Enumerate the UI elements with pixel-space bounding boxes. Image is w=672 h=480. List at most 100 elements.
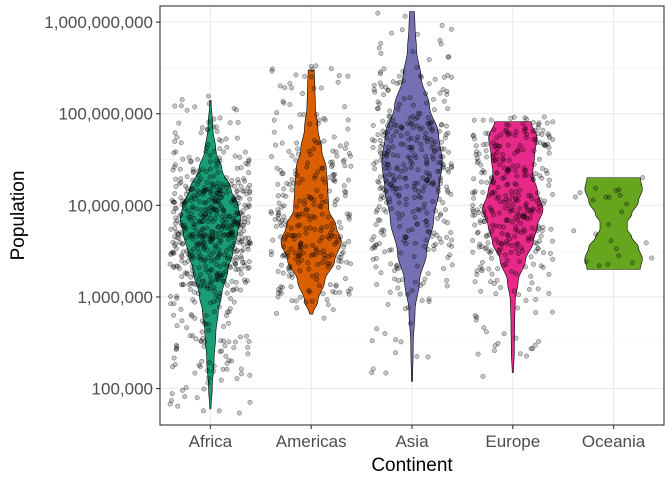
data-point xyxy=(502,205,508,211)
data-point xyxy=(322,252,328,258)
data-point xyxy=(448,230,454,236)
data-point xyxy=(508,249,514,255)
data-point xyxy=(423,237,429,243)
data-point xyxy=(219,226,225,232)
data-point xyxy=(195,234,201,240)
data-point xyxy=(470,207,476,213)
data-point xyxy=(325,302,331,308)
data-point xyxy=(414,138,420,144)
data-point xyxy=(283,193,289,199)
data-point xyxy=(419,147,425,153)
data-point xyxy=(301,112,307,118)
data-point xyxy=(593,231,599,237)
data-point xyxy=(403,202,409,207)
data-point xyxy=(329,221,335,227)
data-point xyxy=(205,219,211,224)
data-point xyxy=(187,214,193,220)
data-point xyxy=(274,165,280,171)
data-point xyxy=(246,170,252,176)
data-point xyxy=(489,228,495,234)
data-point xyxy=(496,250,502,256)
data-point xyxy=(233,266,239,272)
data-point xyxy=(186,154,192,160)
data-point xyxy=(412,195,417,201)
data-point xyxy=(331,172,337,178)
data-point xyxy=(231,345,237,351)
data-point xyxy=(338,234,344,240)
data-point xyxy=(393,337,399,343)
data-point xyxy=(437,212,443,218)
data-point xyxy=(398,133,404,139)
jitter-points xyxy=(167,10,655,416)
data-point xyxy=(306,266,312,272)
data-point xyxy=(344,141,349,147)
data-point xyxy=(208,233,213,239)
data-point xyxy=(325,214,331,220)
data-point xyxy=(528,193,534,198)
data-point xyxy=(309,67,315,72)
data-point xyxy=(533,310,539,316)
data-point xyxy=(397,291,403,297)
data-point xyxy=(515,147,521,153)
data-point xyxy=(216,224,221,229)
data-point xyxy=(302,198,308,204)
data-point xyxy=(491,127,497,133)
y-tick-label: 100,000,000 xyxy=(58,105,153,124)
data-point xyxy=(517,143,523,148)
data-point xyxy=(435,189,441,195)
data-point xyxy=(390,173,396,178)
data-point xyxy=(532,342,538,348)
data-point xyxy=(501,199,507,205)
data-point xyxy=(471,176,477,182)
data-point xyxy=(478,288,484,294)
data-point xyxy=(224,282,230,288)
data-point xyxy=(534,198,539,204)
data-point xyxy=(224,255,230,261)
data-point xyxy=(378,40,384,46)
data-point xyxy=(179,258,185,264)
data-point xyxy=(494,277,500,283)
data-point xyxy=(378,143,384,149)
data-point xyxy=(501,224,506,230)
data-point xyxy=(396,101,402,107)
data-point xyxy=(172,234,178,240)
data-point xyxy=(372,138,377,144)
data-point xyxy=(185,258,191,264)
data-point xyxy=(270,237,276,243)
data-point xyxy=(224,189,230,195)
data-point xyxy=(424,100,430,106)
data-point xyxy=(440,162,446,168)
data-point xyxy=(525,237,531,243)
data-point xyxy=(490,190,495,195)
data-point xyxy=(521,173,527,179)
data-point xyxy=(312,137,317,143)
data-point xyxy=(529,225,535,231)
data-point xyxy=(550,192,556,197)
data-point xyxy=(317,117,323,123)
data-point xyxy=(381,92,386,98)
data-point xyxy=(438,175,444,181)
data-point xyxy=(176,235,182,241)
data-point xyxy=(475,351,481,357)
data-point xyxy=(297,198,302,204)
data-point xyxy=(289,85,295,91)
data-point xyxy=(220,366,226,372)
data-point xyxy=(429,128,435,134)
data-point xyxy=(174,245,179,251)
data-point xyxy=(381,173,387,179)
data-point xyxy=(226,320,231,326)
data-point xyxy=(643,240,649,246)
data-point xyxy=(209,258,214,264)
data-point xyxy=(341,183,347,189)
data-point xyxy=(512,133,518,138)
data-point xyxy=(513,215,518,221)
data-point xyxy=(297,247,303,253)
data-point xyxy=(319,165,325,171)
x-axis: Africa Americas Asia Europe Oceania xyxy=(189,425,646,451)
data-point xyxy=(196,276,202,282)
y-tick-label: 10,000,000 xyxy=(68,196,153,215)
data-point xyxy=(375,99,381,105)
data-point xyxy=(478,218,484,224)
data-point xyxy=(419,125,425,131)
data-point xyxy=(184,235,190,241)
